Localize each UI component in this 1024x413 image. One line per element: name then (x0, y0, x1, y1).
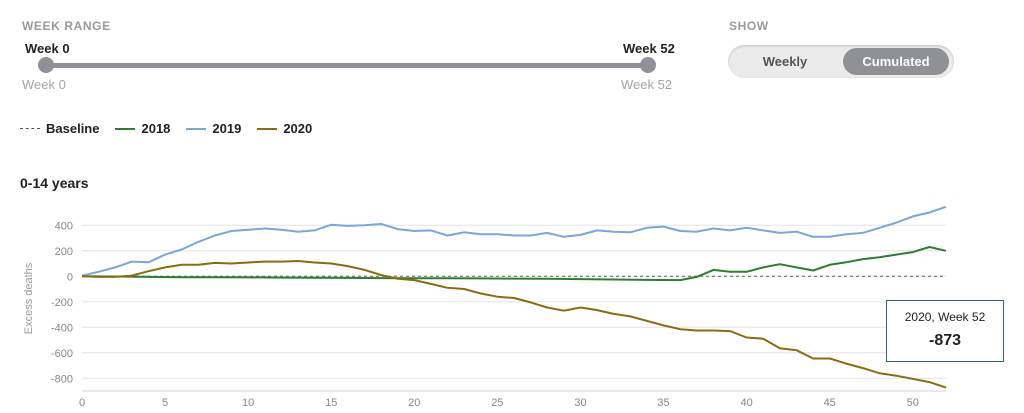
cumulated-toggle-button[interactable]: Cumulated (843, 48, 949, 75)
x-tick-label: 0 (79, 397, 85, 409)
legend-swatch-2019 (186, 127, 207, 130)
series-line-2020 (81, 260, 947, 389)
weekly-toggle-button[interactable]: Weekly (762, 54, 808, 69)
slider-min-bound-label: Week 0 (22, 77, 66, 92)
slider-max-bound-label: Week 52 (621, 77, 673, 92)
slider-min-label: Week 0 (25, 41, 70, 56)
y-tick-label: -400 (51, 322, 73, 334)
legend-swatch-2020 (257, 127, 278, 130)
legend-label-2019: 2019 (212, 121, 242, 136)
legend-label-2018: 2018 (141, 121, 171, 136)
y-axis-title: Excess deaths (23, 262, 35, 334)
series-line-2019 (81, 205, 947, 277)
chart-title: 0-14 years (20, 175, 89, 191)
y-tick-label: 400 (55, 220, 73, 232)
legend-swatch-2018 (115, 127, 136, 130)
legend-label-2020: 2020 (283, 121, 313, 136)
legend-item-2020[interactable]: 2020 (257, 121, 312, 136)
x-tick-label: 35 (657, 397, 669, 409)
legend-item-2018[interactable]: 2018 (115, 121, 170, 136)
x-tick-label: 5 (162, 397, 168, 409)
line-chart: 400 200 0 -200 -400 -600 -800 0 5 10 15 20 25 30 35 40 4… (23, 205, 947, 409)
legend-item-2019[interactable]: 2019 (186, 121, 241, 136)
y-tick-label: 200 (55, 246, 73, 258)
x-tick-label: 40 (740, 397, 752, 409)
series-line-2018 (81, 246, 947, 282)
y-tick-label: -200 (51, 297, 73, 309)
x-tick-label: 20 (408, 397, 420, 409)
show-toggle: Weekly Cumulated (728, 45, 954, 78)
x-tick-label: 15 (325, 397, 337, 409)
slider-max-handle[interactable] (640, 57, 656, 73)
y-tick-label: -800 (51, 373, 73, 385)
legend-item-baseline[interactable]: Baseline (20, 121, 99, 136)
week-range-label: WEEK RANGE (22, 19, 111, 33)
slider-max-label: Week 52 (623, 41, 675, 56)
legend-swatch-baseline (20, 128, 40, 129)
x-tick-label: 30 (574, 397, 586, 409)
x-tick-label: 25 (491, 397, 503, 409)
x-tick-label: 50 (907, 397, 919, 409)
y-tick-label: 0 (67, 271, 73, 283)
x-tick-label: 10 (242, 397, 254, 409)
chart-tooltip: 2020, Week 52 -873 (886, 300, 1004, 362)
chart-legend: Baseline 2018 2019 2020 (20, 121, 328, 136)
y-tick-label: -600 (51, 348, 73, 360)
tooltip-title: 2020, Week 52 (904, 310, 986, 324)
legend-label-baseline: Baseline (46, 121, 100, 136)
week-range-slider-track[interactable] (45, 63, 649, 68)
show-label: SHOW (729, 19, 769, 33)
x-tick-label: 45 (824, 397, 836, 409)
tooltip-value: -873 (928, 332, 962, 349)
slider-min-handle[interactable] (38, 57, 54, 73)
